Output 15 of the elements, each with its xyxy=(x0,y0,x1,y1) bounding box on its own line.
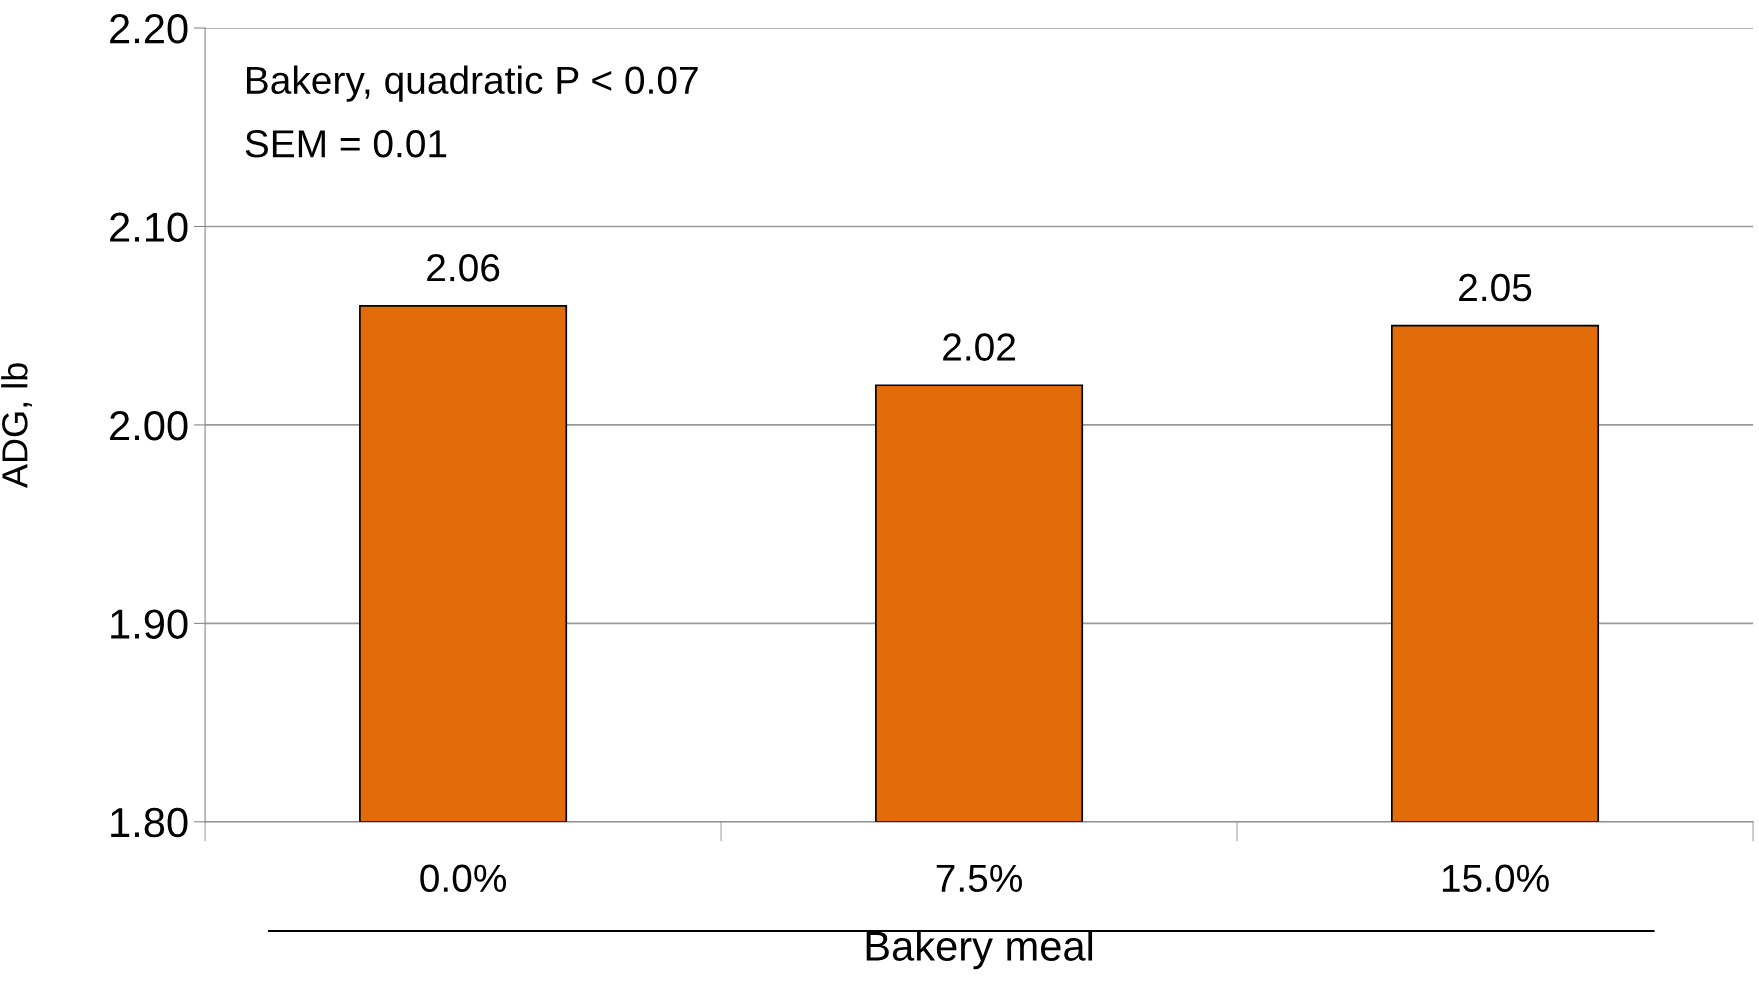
y-tick-label: 1.90 xyxy=(111,609,188,639)
data-label: 2.02 xyxy=(943,333,1015,361)
x-axis-title: Bakery meal xyxy=(866,930,1093,970)
y-tick-label: 2.10 xyxy=(110,212,188,242)
x-tick-label: 7.5% xyxy=(936,864,1022,893)
data-label: 2.05 xyxy=(1459,273,1532,302)
y-tick-label: 2.00 xyxy=(110,410,188,441)
x-tick-label: 0.0% xyxy=(420,864,507,893)
data-label: 2.06 xyxy=(427,253,500,282)
x-tick-label: 15.0% xyxy=(1442,864,1549,893)
annotation: Bakery, quadratic P < 0.07 xyxy=(246,65,698,102)
y-tick-label: 1.80 xyxy=(111,807,188,838)
y-axis-title: ADG, lb xyxy=(1,363,32,489)
annotation: SEM = 0.01 xyxy=(245,130,447,158)
y-tick-label: 2.20 xyxy=(110,14,188,44)
